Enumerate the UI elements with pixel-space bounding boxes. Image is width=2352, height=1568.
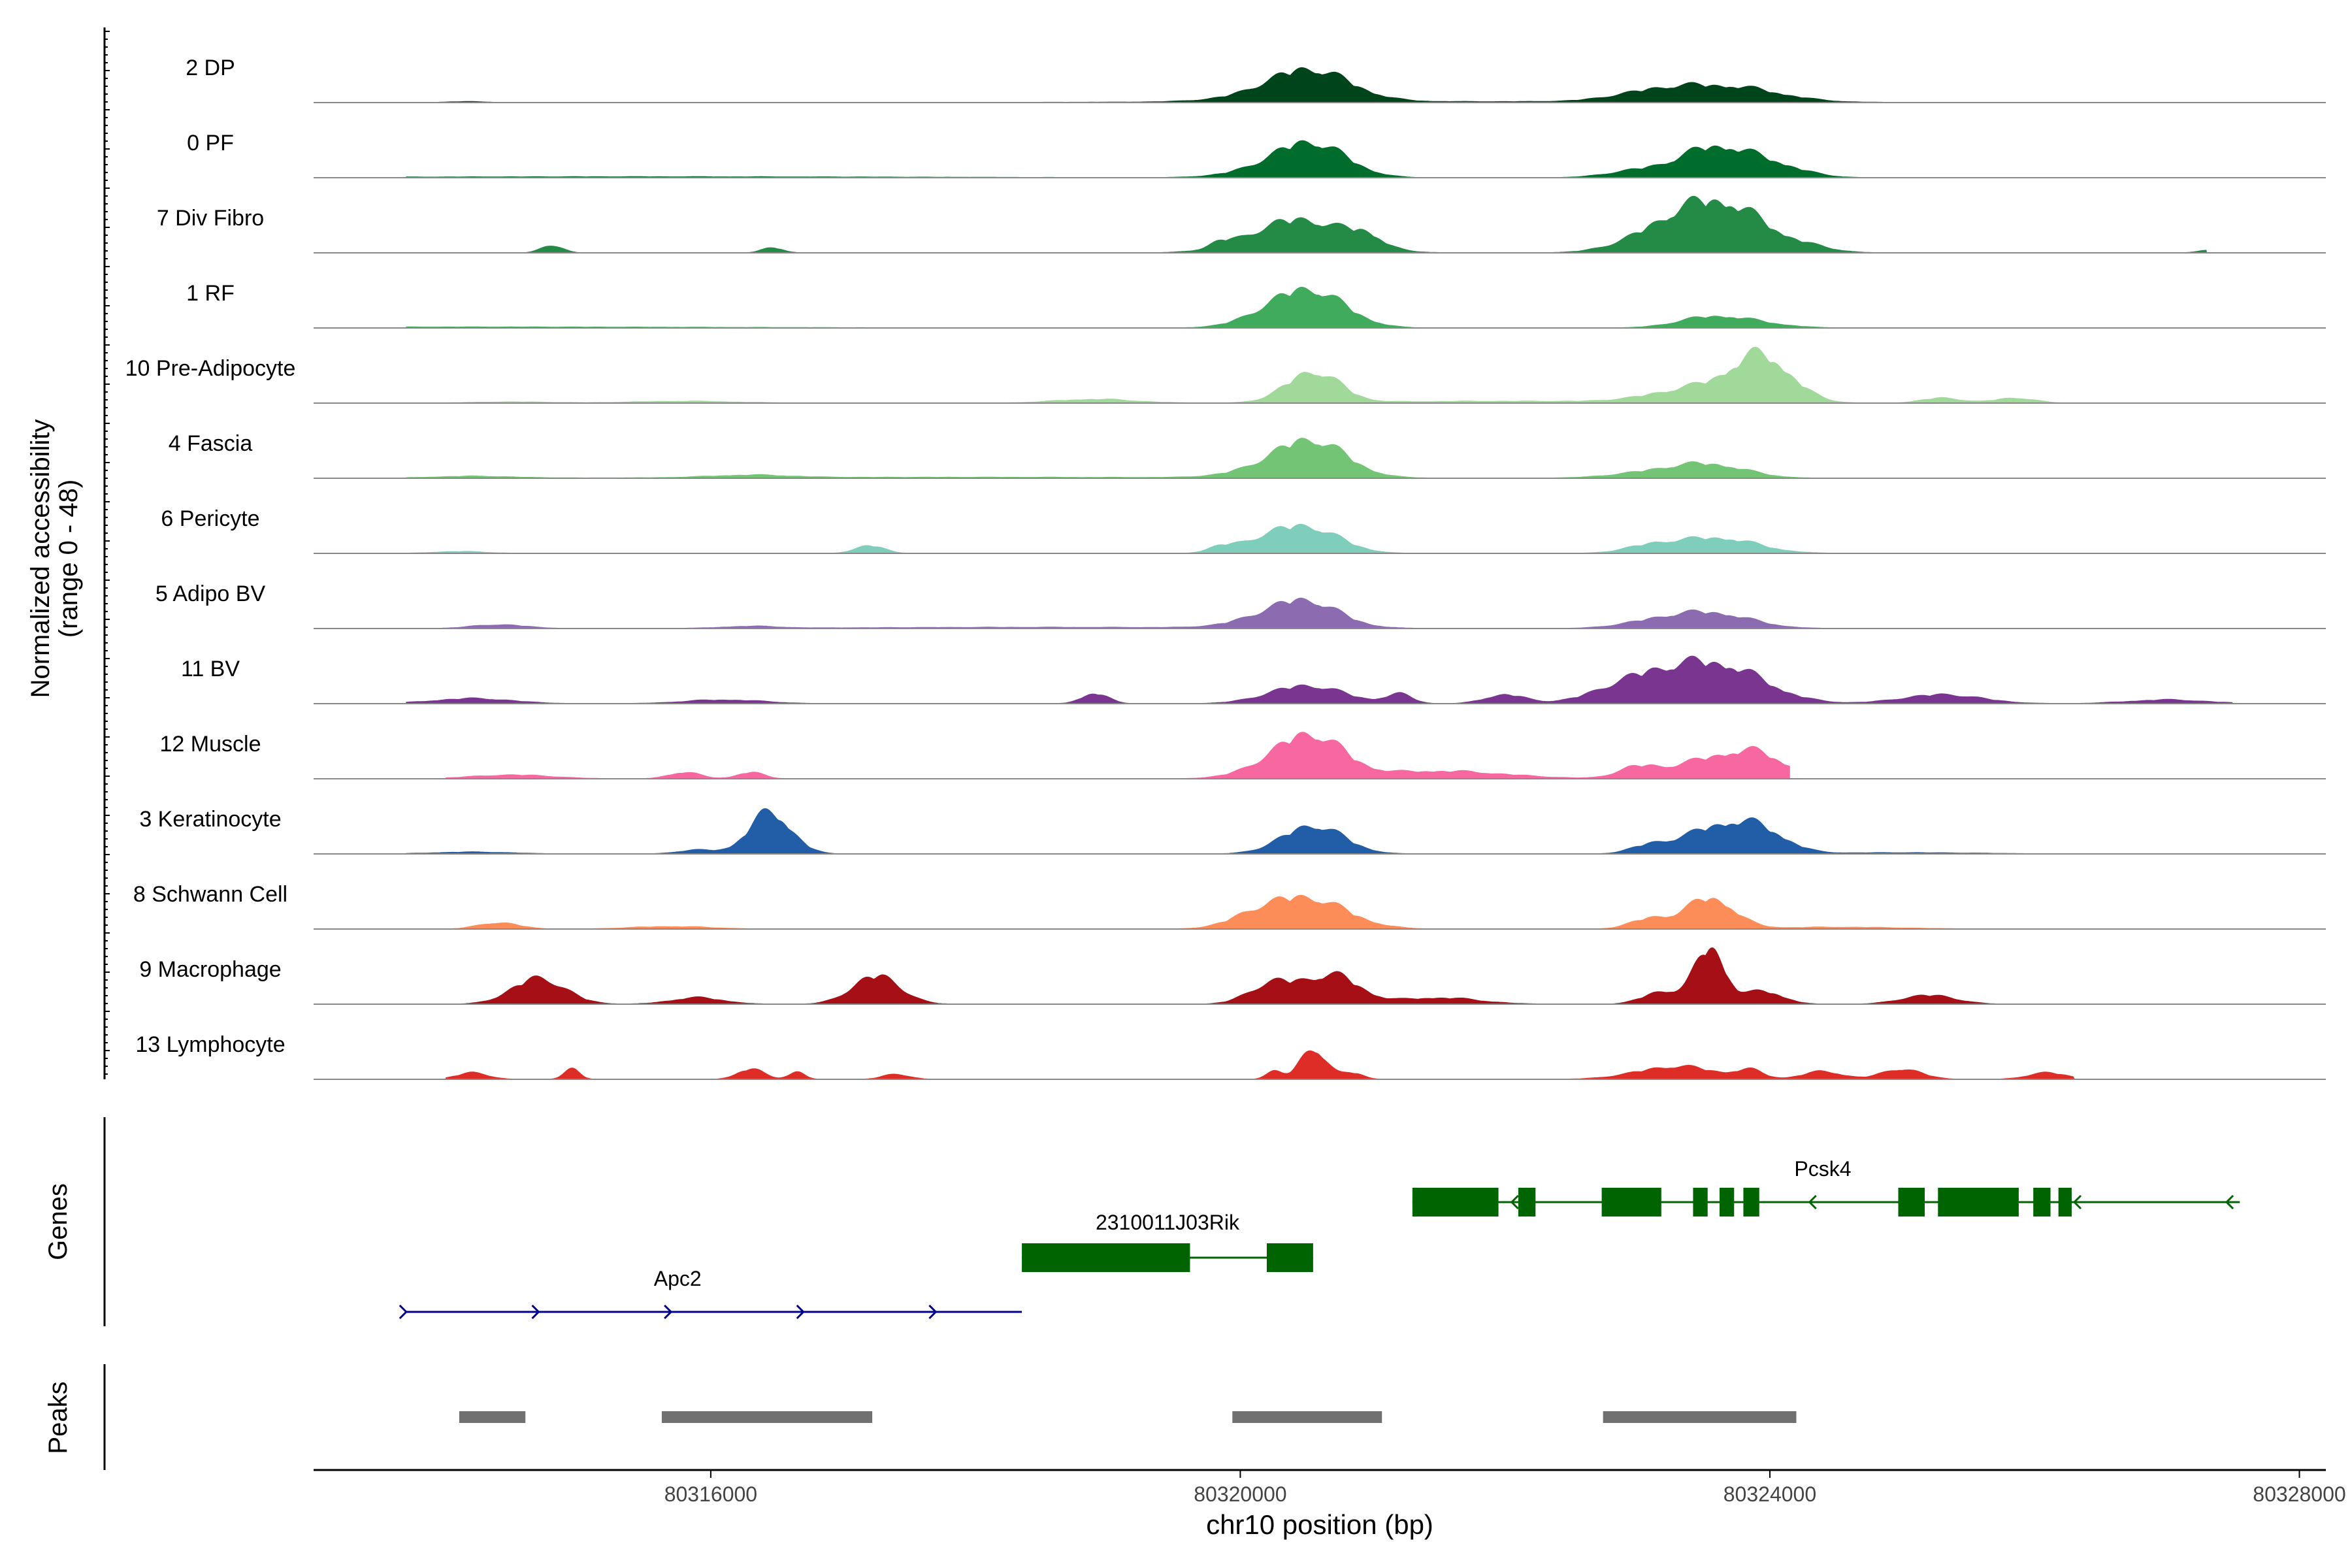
track-area: [406, 947, 2207, 1005]
gene-label: 2310011J03Rik: [1096, 1211, 1240, 1234]
track-10: 12 Muscle: [160, 732, 2326, 779]
peak-region: [1232, 1411, 1382, 1423]
y-axis-label-range: (range 0 - 48): [54, 480, 83, 638]
strand-arrow: [1808, 1194, 1817, 1210]
track-label: 0 PF: [187, 131, 234, 155]
track-3: 7 Div Fibro: [157, 195, 2326, 253]
strand-arrow: [664, 1304, 673, 1320]
track-12: 8 Schwann Cell: [133, 882, 2326, 930]
track-area: [406, 346, 2234, 404]
peak-region: [459, 1411, 526, 1423]
gene-exon: [1898, 1188, 1925, 1217]
x-axis-label: chr10 position (bp): [1206, 1509, 1433, 1540]
gene-exon: [1601, 1188, 1661, 1217]
track-label: 8 Schwann Cell: [133, 882, 287, 907]
strand-arrow: [1642, 1194, 1652, 1210]
gene-exon: [2033, 1188, 2051, 1217]
accessibility-axis-ticks: [105, 31, 110, 1075]
track-area: [406, 655, 2234, 704]
gene-exon: [1743, 1188, 1759, 1217]
gene-label: Pcsk4: [1794, 1157, 1851, 1181]
strand-arrow: [2225, 1194, 2234, 1210]
gene-Pcsk4: Pcsk4: [1412, 1157, 2240, 1217]
peaks-panel: [459, 1411, 1797, 1423]
x-tick-label: 80320000: [1194, 1482, 1286, 1506]
strand-arrow: [928, 1304, 938, 1320]
gene-exon: [1693, 1188, 1708, 1217]
track-label: 5 Adipo BV: [155, 581, 266, 606]
gene-label: Apc2: [654, 1267, 702, 1290]
track-2: 0 PF: [187, 131, 2326, 178]
track-label: 12 Muscle: [160, 732, 261, 757]
track-area: [406, 808, 2234, 855]
track-4: 1 RF: [186, 281, 2326, 329]
track-14: 13 Lymphocyte: [135, 1032, 2326, 1080]
gene-Apc2: Apc2: [399, 1267, 1022, 1320]
gene-exon: [1938, 1188, 2019, 1217]
strand-arrow: [796, 1304, 805, 1320]
track-label: 7 Div Fibro: [157, 206, 264, 231]
track-label: 10 Pre-Adipocyte: [125, 356, 296, 381]
coverage-tracks: 2 DP 0 PF 7 Div Fibro 1 RF 10 Pre-Adipocyte 4…: [125, 56, 2326, 1080]
peaks-axis-label: Peaks: [44, 1381, 73, 1454]
track-label: 1 RF: [186, 281, 235, 306]
peak-region: [661, 1411, 873, 1423]
track-label: 6 Pericyte: [161, 506, 259, 531]
track-label: 2 DP: [186, 56, 235, 80]
gene-exon: [1518, 1188, 1536, 1217]
track-label: 3 Keratinocyte: [139, 807, 281, 832]
x-tick-label: 80316000: [664, 1482, 757, 1506]
track-5: 10 Pre-Adipocyte: [125, 346, 2326, 404]
strand-arrow: [531, 1304, 540, 1320]
track-label: 11 BV: [181, 657, 240, 681]
track-7: 6 Pericyte: [161, 506, 2326, 554]
track-1: 2 DP: [186, 56, 2326, 103]
track-13: 9 Macrophage: [139, 947, 2326, 1005]
strand-arrow: [1510, 1194, 1519, 1210]
genes-axis-label: Genes: [44, 1183, 73, 1260]
track-label: 4 Fascia: [169, 431, 253, 456]
gene-exon: [1412, 1188, 1499, 1217]
gene-exon: [2058, 1188, 2072, 1217]
strand-arrow: [2072, 1194, 2082, 1210]
peak-region: [1603, 1411, 1797, 1423]
track-label: 9 Macrophage: [139, 957, 281, 982]
track-8: 5 Adipo BV: [155, 581, 2326, 629]
track-6: 4 Fascia: [169, 431, 2326, 479]
x-tick-label: 80328000: [2253, 1482, 2345, 1506]
y-axis-label: Normalized accessibility: [26, 419, 55, 698]
x-tick-label: 80324000: [1723, 1482, 1816, 1506]
gene-2310011J03Rik: 2310011J03Rik: [1022, 1211, 1313, 1272]
gene-exon: [1266, 1243, 1313, 1272]
track-9: 11 BV: [181, 655, 2326, 704]
track-11: 3 Keratinocyte: [139, 807, 2326, 855]
gene-exon: [1719, 1188, 1735, 1217]
genes-panel: Pcsk4 2310011J03Rik Apc2: [399, 1157, 2240, 1320]
track-label: 13 Lymphocyte: [135, 1032, 285, 1057]
gene-exon: [1022, 1243, 1190, 1272]
strand-arrow: [399, 1304, 408, 1320]
x-axis-ticks: 80316000 80320000 80324000 80328000: [664, 1470, 2346, 1506]
